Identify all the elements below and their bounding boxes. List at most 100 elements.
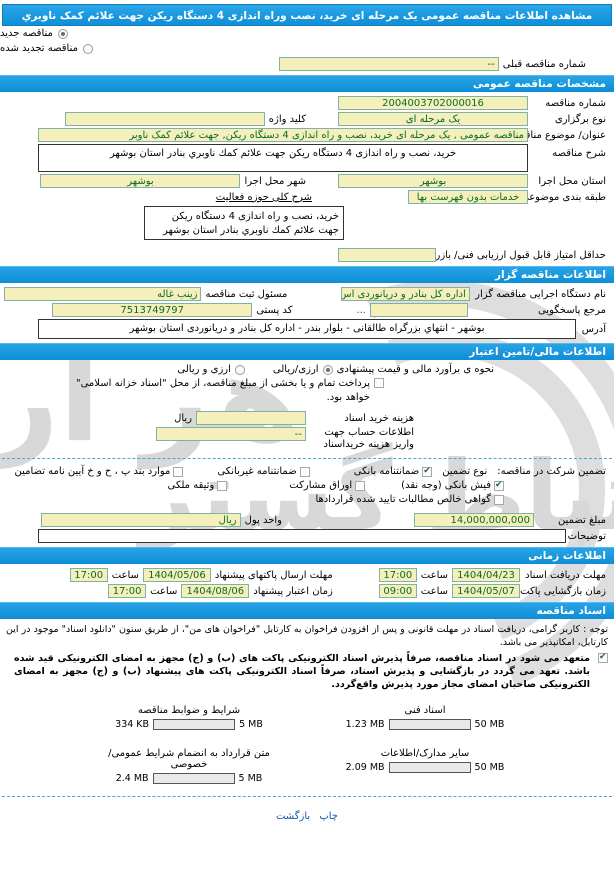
- radio-renewed-tender-label: مناقصه تجدید شده: [0, 43, 78, 54]
- registrar-label: مسئول ثبت مناقصه: [205, 288, 288, 300]
- radio-foreign-and-rial[interactable]: [234, 364, 245, 375]
- radio-renewed-tender[interactable]: [82, 43, 93, 54]
- checkbox-nonbank-guarantee[interactable]: [299, 466, 310, 477]
- guarantee-amount-field[interactable]: 14,000,000,000: [414, 513, 534, 527]
- subject-field[interactable]: مناقصه عمومی , یک مرحله ای خرید، نصب و ر…: [38, 128, 528, 142]
- upload-title-3: سایر مدارک/اطلاعات: [380, 748, 470, 759]
- doc-receipt-deadline-time[interactable]: 17:00: [378, 568, 417, 582]
- classification-field[interactable]: خدمات بدون فهرست بها: [408, 190, 528, 204]
- doc-cost-field[interactable]: [196, 411, 306, 425]
- checkbox-participation-bonds[interactable]: [355, 480, 366, 491]
- envelope-opening-date[interactable]: 1404/05/07: [452, 584, 520, 598]
- deposit-account-label: اطلاعات حساب جهت واریز هزینه خریداسناد: [323, 427, 414, 450]
- page-title: مشاهده اطلاعات مناقصه عمومی یک مرحله ای …: [2, 4, 612, 44]
- guarantee-option-label-3: فیش بانکی (وجه نقد): [401, 480, 491, 491]
- upload-max-0: 5 MB: [239, 719, 263, 730]
- deposit-account-field[interactable]: --: [156, 427, 306, 441]
- upload-progress-2: [152, 773, 235, 784]
- radio-new-tender[interactable]: [57, 28, 68, 39]
- upload-bar-line-0: 334 KB 5 MB: [115, 719, 263, 730]
- guarantee-option-bank-receipt[interactable]: فیش بانکی (وجه نقد): [401, 479, 504, 491]
- guarantee-option-label-6: گواهی خالص مطالبات تایید شده قراردادها: [315, 494, 491, 505]
- upload-title-0: شرایط و ضوابط مناقصه: [137, 705, 241, 716]
- upload-group-technical-docs: اسناد فنی 1.23 MB 50 MB: [330, 705, 520, 730]
- checkbox-regulation-clauses[interactable]: [173, 466, 184, 477]
- guarantee-option-property-collateral[interactable]: وثیقه ملکی: [168, 480, 228, 491]
- upload-bar-line-2: 2.4 MB 5 MB: [116, 773, 262, 784]
- guarantee-option-label-5: وثیقه ملکی: [167, 480, 215, 491]
- doc-receipt-deadline-date[interactable]: 1404/04/23: [452, 568, 520, 582]
- prev-tender-number-field[interactable]: --: [278, 57, 499, 71]
- checkbox-treasury-bonds[interactable]: [374, 378, 384, 388]
- contact-more-icon[interactable]: ...: [356, 304, 366, 316]
- print-link[interactable]: چاپ: [319, 811, 338, 822]
- radio-foreign-and-rial-label: ارزی و ریالی: [177, 364, 231, 375]
- doc-receipt-deadline-time-label: ساعت: [420, 569, 448, 581]
- guarantee-option-nonbank-guarantee[interactable]: ضمانتنامه غیربانکی: [217, 466, 310, 477]
- address-label: آدرس: [581, 323, 606, 335]
- doc-cost-unit-label: ریال: [174, 412, 192, 424]
- guarantee-notes-field[interactable]: [38, 529, 566, 543]
- guarantee-option-participation-bonds[interactable]: اوراق مشارکت: [289, 480, 366, 491]
- upload-progress-3: [388, 762, 471, 773]
- radio-new-tender-label: مناقصه جدید: [0, 28, 53, 39]
- envelope-opening-time-label: ساعت: [420, 585, 448, 597]
- radio-rial-currency-label: ارزی/ریالی: [272, 364, 319, 375]
- doc-receipt-deadline-label: مهلت دریافت اسناد: [525, 569, 606, 581]
- currency-unit-label: واحد پول: [244, 514, 282, 526]
- currency-unit-field[interactable]: ریال: [40, 513, 241, 527]
- checkbox-bank-receipt[interactable]: [494, 479, 504, 491]
- classification-label: طبقه بندی موضوعی: [520, 191, 606, 203]
- province-label: استان محل اجرا: [538, 175, 606, 187]
- upload-bar-line-1: 1.23 MB 50 MB: [345, 719, 505, 730]
- checkbox-net-claims-certificate[interactable]: [494, 494, 504, 505]
- upload-title-2: متن قرارداد به انضمام شرایط عمومی/ خصوصی: [108, 748, 270, 770]
- province-field[interactable]: بوشهر: [338, 174, 528, 188]
- price-estimate-label: نحوه ی برآورد مالی و قیمت پیشنهادی: [336, 364, 494, 375]
- activity-scope-field: خرید، نصب و راه اندازی 4 دستگاه ریکن جهت…: [144, 206, 344, 240]
- guarantee-notes-label: توضیحات: [567, 530, 606, 542]
- bid-submission-deadline-time-label: ساعت: [111, 569, 139, 581]
- upload-row-first: اسناد فنی 1.23 MB 50 MB شرایط و ضوابط من…: [0, 703, 614, 732]
- bid-submission-deadline-date[interactable]: 1404/05/06: [142, 568, 211, 582]
- back-link[interactable]: بازگشت: [275, 811, 311, 822]
- checkbox-electronic-commitment[interactable]: [598, 651, 608, 663]
- section-documents: اسناد مناقصه: [0, 602, 614, 619]
- bid-validity-time[interactable]: 17:00: [108, 584, 147, 598]
- envelope-opening-time[interactable]: 09:00: [378, 584, 417, 598]
- bid-validity-date[interactable]: 1404/08/06: [181, 584, 250, 598]
- bid-submission-deadline-time[interactable]: 17:00: [69, 568, 108, 582]
- postal-code-field[interactable]: 7513749797: [52, 303, 253, 317]
- min-score-field[interactable]: [338, 248, 436, 262]
- bid-validity-time-label: ساعت: [150, 585, 178, 597]
- upload-progress-0: [153, 719, 236, 730]
- radio-rial-currency[interactable]: [322, 364, 333, 375]
- description-label: شرح مناقصه: [552, 148, 606, 159]
- registrar-field[interactable]: زینب غاله: [4, 287, 202, 301]
- guarantee-option-regulation-clauses[interactable]: موارد بند پ ، ح و خ آیین نامه تضامین: [15, 466, 184, 477]
- guarantee-option-net-claims-certificate[interactable]: گواهی خالص مطالبات تایید شده قراردادها: [315, 494, 504, 505]
- checkbox-bank-guarantee[interactable]: [422, 465, 433, 477]
- agency-label: نام دستگاه اجرایی مناقصه گزار: [475, 288, 606, 300]
- keyword-field[interactable]: [64, 112, 265, 126]
- guarantee-option-bank-guarantee[interactable]: ضمانتنامه بانکی: [354, 465, 433, 477]
- contact-field[interactable]: [370, 303, 468, 317]
- upload-max-1: 50 MB: [474, 719, 505, 730]
- upload-row-second: سایر مدارک/اطلاعات 2.09 MB 50 MB متن قرا…: [0, 746, 614, 786]
- tender-type-new-row[interactable]: مناقصه جدید: [0, 26, 614, 41]
- address-field: بوشهر - انتهاي بزرگراه طالقانی - بلوار ب…: [38, 319, 576, 339]
- checkbox-property-collateral[interactable]: [217, 480, 228, 491]
- section-timing: اطلاعات زمانی: [0, 547, 614, 564]
- upload-size-1: 1.23 MB: [345, 719, 385, 730]
- tender-number-field[interactable]: 2004003702000016: [338, 96, 528, 110]
- keyword-label: کلید واژه: [268, 113, 306, 125]
- guarantee-option-label-4: اوراق مشارکت: [289, 480, 353, 491]
- upload-title-1: اسناد فنی: [404, 705, 446, 716]
- agency-field[interactable]: اداره كل بنادر و دریانوردی اس: [341, 287, 470, 301]
- bid-submission-deadline-label: مهلت ارسال پاکتهای پیشنهاد: [214, 569, 333, 581]
- city-field[interactable]: بوشهر: [40, 174, 241, 188]
- hold-type-field[interactable]: یک مرحله ای: [338, 112, 528, 126]
- description-field: خرید، نصب و راه اندازی 4 دستگاه ریکن جهت…: [38, 144, 528, 172]
- tender-type-renewed-row[interactable]: مناقصه تجدید شده: [0, 41, 614, 56]
